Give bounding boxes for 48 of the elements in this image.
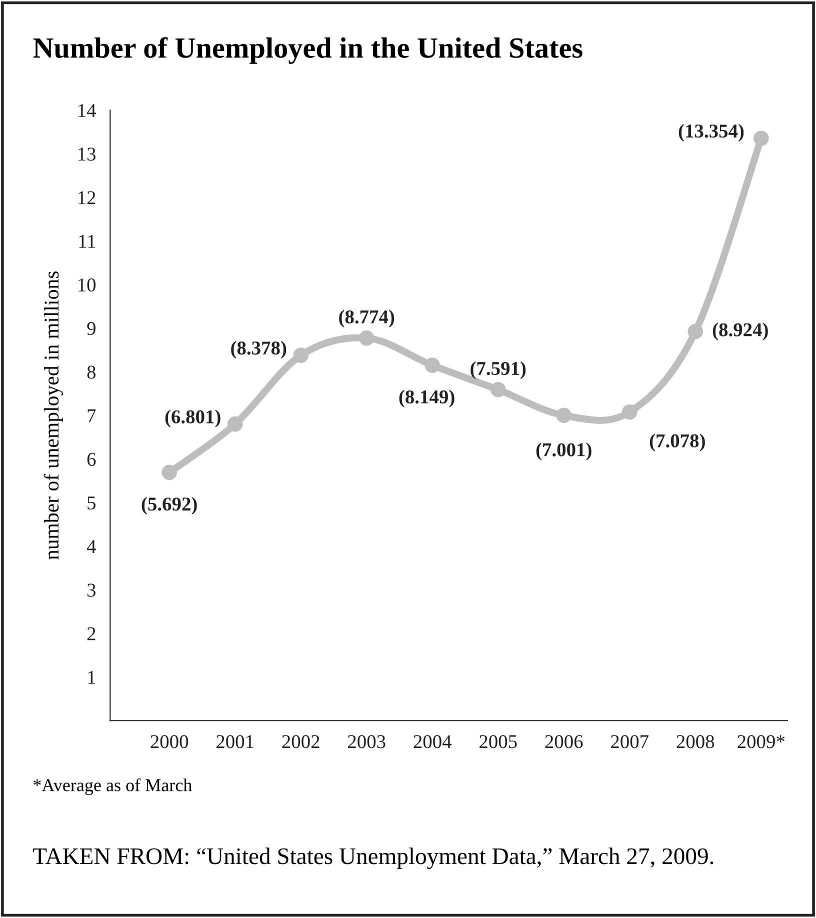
y-tick-label: 9 [87,322,96,336]
y-tick-label: 10 [78,278,96,292]
text: TAKEN FROM: “United States Unemployment Data,” March 27, 2009. [33,848,714,870]
chart-title: Number of Unemployed in the United States [33,37,582,64]
x-tick-label: 2008 [676,735,714,748]
point [227,416,243,432]
y-tick-label: 5 [88,496,96,510]
x-tick-label: 2009* [738,735,785,748]
y-tick-label: 13 [78,148,96,161]
data-label: (13.354) [678,124,744,142]
data-label: (8.774) [339,310,394,328]
data-label: (8.924) [712,322,768,340]
point [754,130,769,146]
y-tick-label: 14 [78,104,96,117]
y-tick-label: 7 [88,409,96,422]
y-tick-label: 8 [87,366,96,379]
point [293,348,308,363]
x-tick-label: 2006 [545,735,583,748]
y-axis-title: number of unemployed in millions [44,271,63,560]
y-tick-label: 11 [79,234,96,248]
point [162,464,177,480]
x-tick-label: 2002 [282,735,320,748]
x-tick-label: 2001 [216,735,254,748]
data-label: (8.149) [399,390,454,408]
y-tick-label: 2 [87,627,96,640]
point [490,382,506,398]
data-label: (7.591) [470,361,526,379]
point [556,408,572,423]
point [424,358,440,373]
x-tick-label: 2004 [414,735,452,748]
point [622,404,638,420]
point [358,330,374,346]
data-label: (8.378) [231,340,286,359]
data-label: (7.078) [650,434,705,452]
y-tick-label: 12 [78,191,96,204]
text: *Average as of March [34,778,192,796]
point [688,324,704,340]
x-tick-label: 2007 [611,735,649,748]
y-tick-label: 1 [88,670,96,684]
x-tick-label: 2005 [480,735,517,748]
data-label: (7.001) [536,442,592,460]
x-tick-label: 2000 [150,735,188,748]
data-label: (5.692) [142,496,197,515]
y-tick-label: 3 [87,584,96,597]
x-tick-label: 2003 [348,735,386,748]
data-label: (6.801) [165,410,220,428]
y-tick-label: 4 [86,540,96,553]
y-tick-label: 6 [87,452,96,466]
